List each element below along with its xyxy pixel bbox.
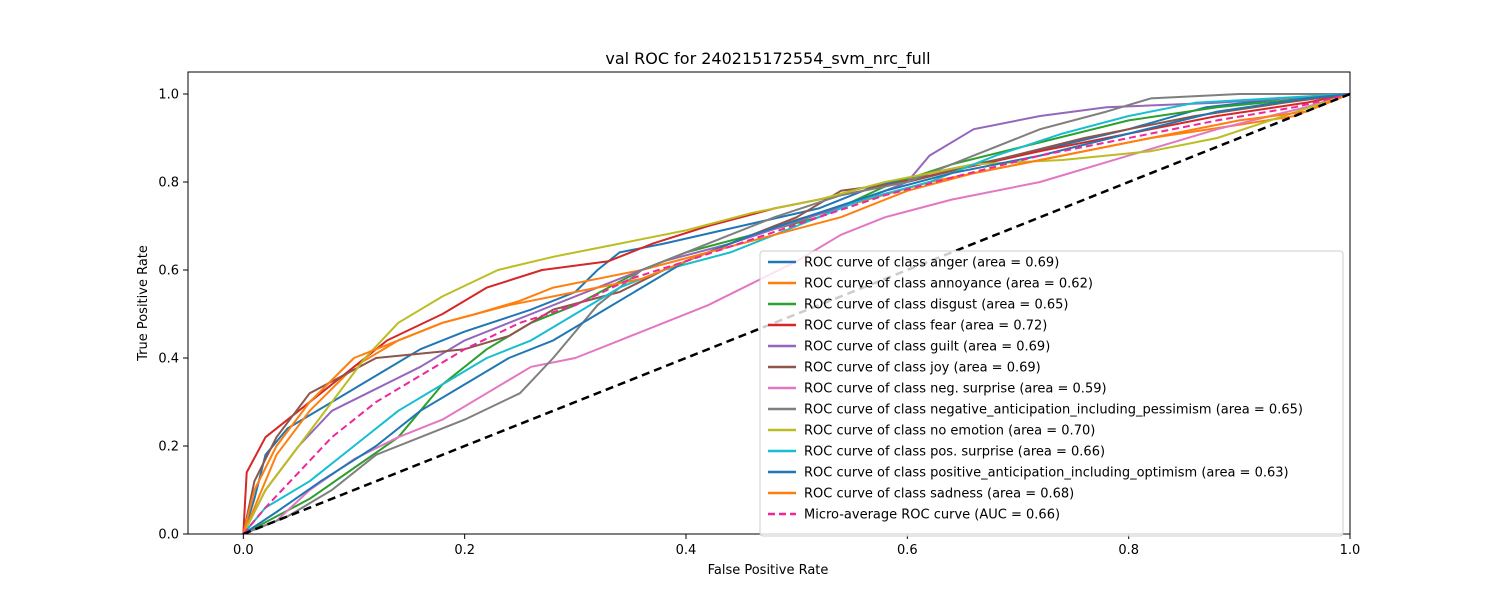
- legend-entry: ROC curve of class neg. surprise (area =…: [804, 382, 1107, 397]
- x-tick-label: 0.8: [1118, 543, 1139, 558]
- series-line-13: [242, 93, 1350, 534]
- legend-entry: ROC curve of class sadness (area = 0.68): [804, 487, 1074, 502]
- legend-entry: ROC curve of class pos. surprise (area =…: [804, 445, 1105, 460]
- chance-line: [242, 92, 1350, 534]
- x-axis-label: False Positive Rate: [708, 563, 829, 578]
- legend: ROC curve of class anger (area = 0.69) RO…: [759, 250, 1344, 537]
- y-tick-label: 0.0: [158, 528, 179, 543]
- x-axis: 0.0 0.2 0.4 0.6 0.8 1.0: [233, 534, 1360, 558]
- y-axis-label: True Positive Rate: [136, 245, 151, 362]
- y-tick-label: 0.8: [158, 176, 179, 191]
- series-line-9: [242, 93, 1350, 534]
- y-tick-label: 0.6: [158, 264, 179, 279]
- chart-title: val ROC for 240215172554_svm_nrc_full: [605, 49, 930, 69]
- legend-entry: ROC curve of class annoyance (area = 0.6…: [804, 277, 1093, 292]
- y-axis: 0.0 0.2 0.4 0.6 0.8 1.0: [158, 88, 188, 543]
- y-tick-label: 1.0: [158, 88, 179, 103]
- legend-entry: ROC curve of class disgust (area = 0.65): [804, 298, 1068, 313]
- x-tick-label: 0.0: [233, 543, 254, 558]
- legend-entry: ROC curve of class fear (area = 0.72): [804, 319, 1047, 334]
- legend-entry: ROC curve of class negative_anticipation…: [804, 403, 1303, 418]
- series-line-6: [242, 93, 1350, 534]
- legend-entry: ROC curve of class guilt (area = 0.69): [804, 340, 1050, 355]
- x-tick-label: 0.6: [897, 543, 918, 558]
- legend-entry: ROC curve of class positive_anticipation…: [804, 466, 1289, 481]
- series-line-11: [242, 93, 1350, 534]
- series-line-7: [242, 93, 1350, 534]
- x-tick-label: 0.2: [454, 543, 475, 558]
- x-tick-label: 0.4: [676, 543, 697, 558]
- legend-entry: ROC curve of class no emotion (area = 0.…: [804, 424, 1095, 439]
- x-tick-label: 1.0: [1340, 543, 1361, 558]
- legend-entry: Micro-average ROC curve (AUC = 0.66): [804, 508, 1060, 523]
- y-tick-label: 0.2: [158, 440, 179, 455]
- legend-entry: ROC curve of class joy (area = 0.69): [804, 361, 1041, 376]
- series-line-5: [242, 93, 1350, 534]
- legend-box: [759, 250, 1344, 537]
- legend-entry: ROC curve of class anger (area = 0.69): [804, 256, 1059, 271]
- series-layer: [242, 92, 1350, 534]
- series-line-8: [242, 93, 1350, 534]
- y-tick-label: 0.4: [158, 352, 179, 367]
